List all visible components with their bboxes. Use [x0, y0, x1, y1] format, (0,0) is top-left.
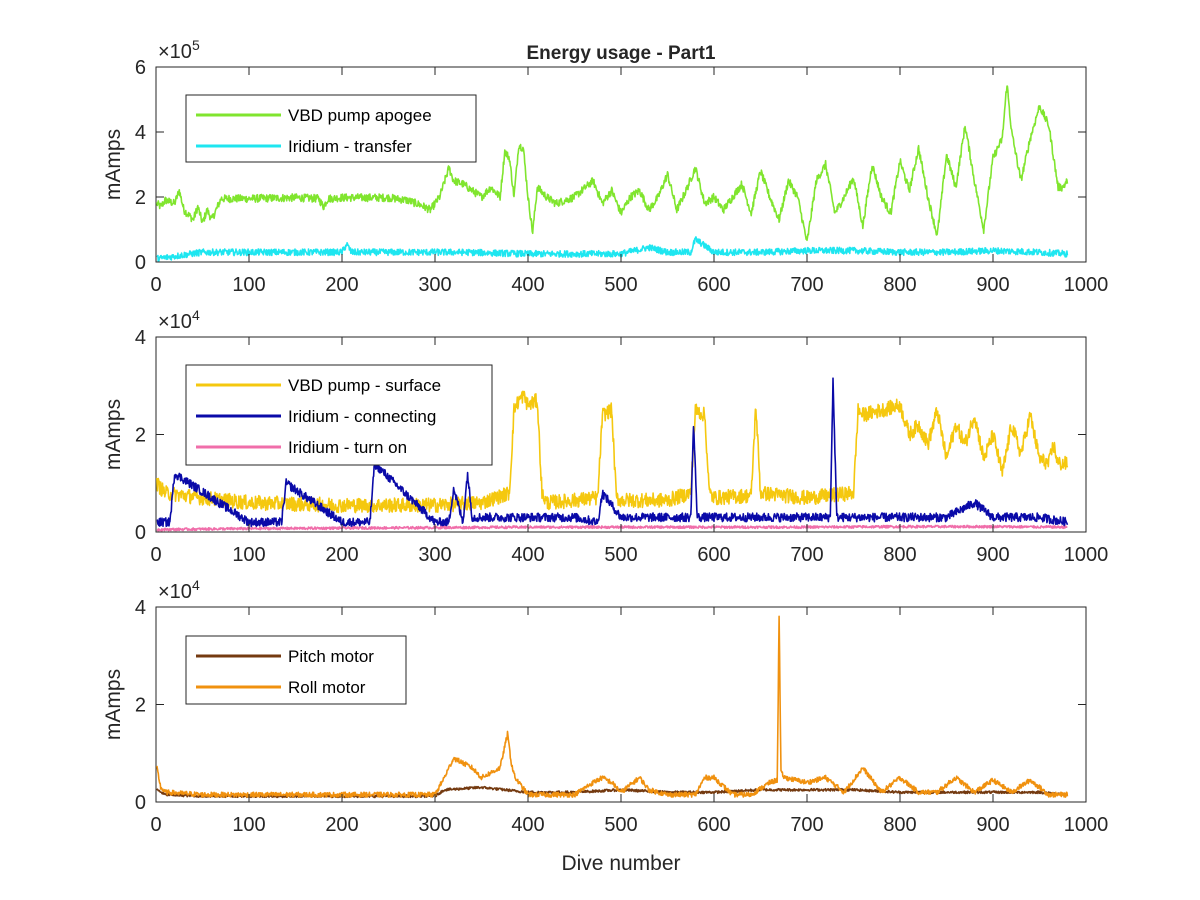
y-tick-label: 6	[135, 57, 146, 79]
x-tick-label: 900	[976, 544, 1009, 566]
x-tick-label: 0	[150, 814, 161, 836]
y-tick-label: 0	[135, 522, 146, 544]
y-tick-label: 4	[135, 122, 146, 144]
chart-panel-3: 0 100 200 300 400 500 600 700 800 900 1000 0 2 4 ×104 m…	[102, 577, 1108, 875]
x-tick-label: 900	[976, 814, 1009, 836]
series-group	[156, 615, 1069, 799]
x-tick-label: 200	[325, 814, 358, 836]
x-tick-label: 300	[418, 814, 451, 836]
y-exponent: ×104	[158, 577, 200, 603]
legend: VBD pump apogee Iridium - transfer	[185, 94, 477, 163]
y-tick-label: 2	[135, 425, 146, 447]
y-tick-label: 0	[135, 252, 146, 274]
y-axis-label: mAmps	[102, 669, 125, 740]
legend-label: Iridium - turn on	[288, 438, 407, 457]
x-tick-label: 100	[232, 274, 265, 296]
series-line-2	[156, 236, 1069, 262]
x-tick-label: 800	[883, 544, 916, 566]
x-tick-label: 600	[697, 544, 730, 566]
chart-title: Energy usage - Part1	[526, 43, 715, 64]
x-tick-label: 200	[325, 274, 358, 296]
series-line-2	[156, 615, 1069, 798]
legend-label: Iridium - transfer	[288, 137, 412, 156]
x-tick-label: 300	[418, 544, 451, 566]
x-tick-label: 0	[150, 544, 161, 566]
series-group	[156, 85, 1069, 262]
x-tick-label: 500	[604, 274, 637, 296]
y-exponent: ×105	[158, 37, 200, 63]
legend-label: Roll motor	[288, 678, 366, 697]
x-tick-label: 800	[883, 274, 916, 296]
x-tick-label: 800	[883, 814, 916, 836]
x-tick-label: 400	[511, 814, 544, 836]
x-tick-label: 400	[511, 544, 544, 566]
series-line-2	[156, 377, 1069, 528]
y-axis-label: mAmps	[102, 129, 125, 200]
legend-box	[185, 635, 407, 705]
x-tick-label: 900	[976, 274, 1009, 296]
x-tick-label: 700	[790, 274, 823, 296]
legend: VBD pump - surface Iridium - connecting Ir…	[185, 364, 493, 466]
y-tick-label: 2	[135, 695, 146, 717]
legend-label: Iridium - connecting	[288, 407, 436, 426]
legend-label: Pitch motor	[288, 647, 374, 666]
series-group	[156, 377, 1069, 532]
x-tick-label: 0	[150, 274, 161, 296]
series-line-1	[156, 85, 1069, 242]
x-tick-label: 600	[697, 814, 730, 836]
x-tick-label: 700	[790, 814, 823, 836]
x-tick-label: 1000	[1064, 814, 1109, 836]
y-tick-label: 4	[135, 597, 146, 619]
y-tick-label: 4	[135, 327, 146, 349]
legend-label: VBD pump - surface	[288, 376, 441, 395]
x-tick-label: 1000	[1064, 544, 1109, 566]
y-tick-label: 0	[135, 792, 146, 814]
y-exponent: ×104	[158, 307, 200, 333]
x-tick-label: 300	[418, 274, 451, 296]
x-tick-label: 700	[790, 544, 823, 566]
legend-label: VBD pump apogee	[288, 106, 432, 125]
x-tick-label: 500	[604, 544, 637, 566]
legend: Pitch motor Roll motor	[185, 635, 407, 705]
legend-box	[185, 94, 477, 163]
chart-panel-1: 0 100 200 300 400 500 600 700 800 900 1000 0 2 4 6 ×105…	[102, 37, 1108, 296]
x-tick-label: 200	[325, 544, 358, 566]
x-tick-label: 100	[232, 814, 265, 836]
series-line-3	[156, 524, 1068, 532]
y-tick-label: 2	[135, 187, 146, 209]
x-axis-label: Dive number	[561, 852, 680, 875]
x-tick-label: 500	[604, 814, 637, 836]
x-tick-label: 100	[232, 544, 265, 566]
chart-panel-2: 0 100 200 300 400 500 600 700 800 900 1000 0 2 4 ×104 m…	[102, 307, 1108, 566]
series-line-1	[156, 390, 1069, 514]
x-tick-label: 1000	[1064, 274, 1109, 296]
y-axis-label: mAmps	[102, 399, 125, 470]
x-tick-label: 400	[511, 274, 544, 296]
x-tick-label: 600	[697, 274, 730, 296]
